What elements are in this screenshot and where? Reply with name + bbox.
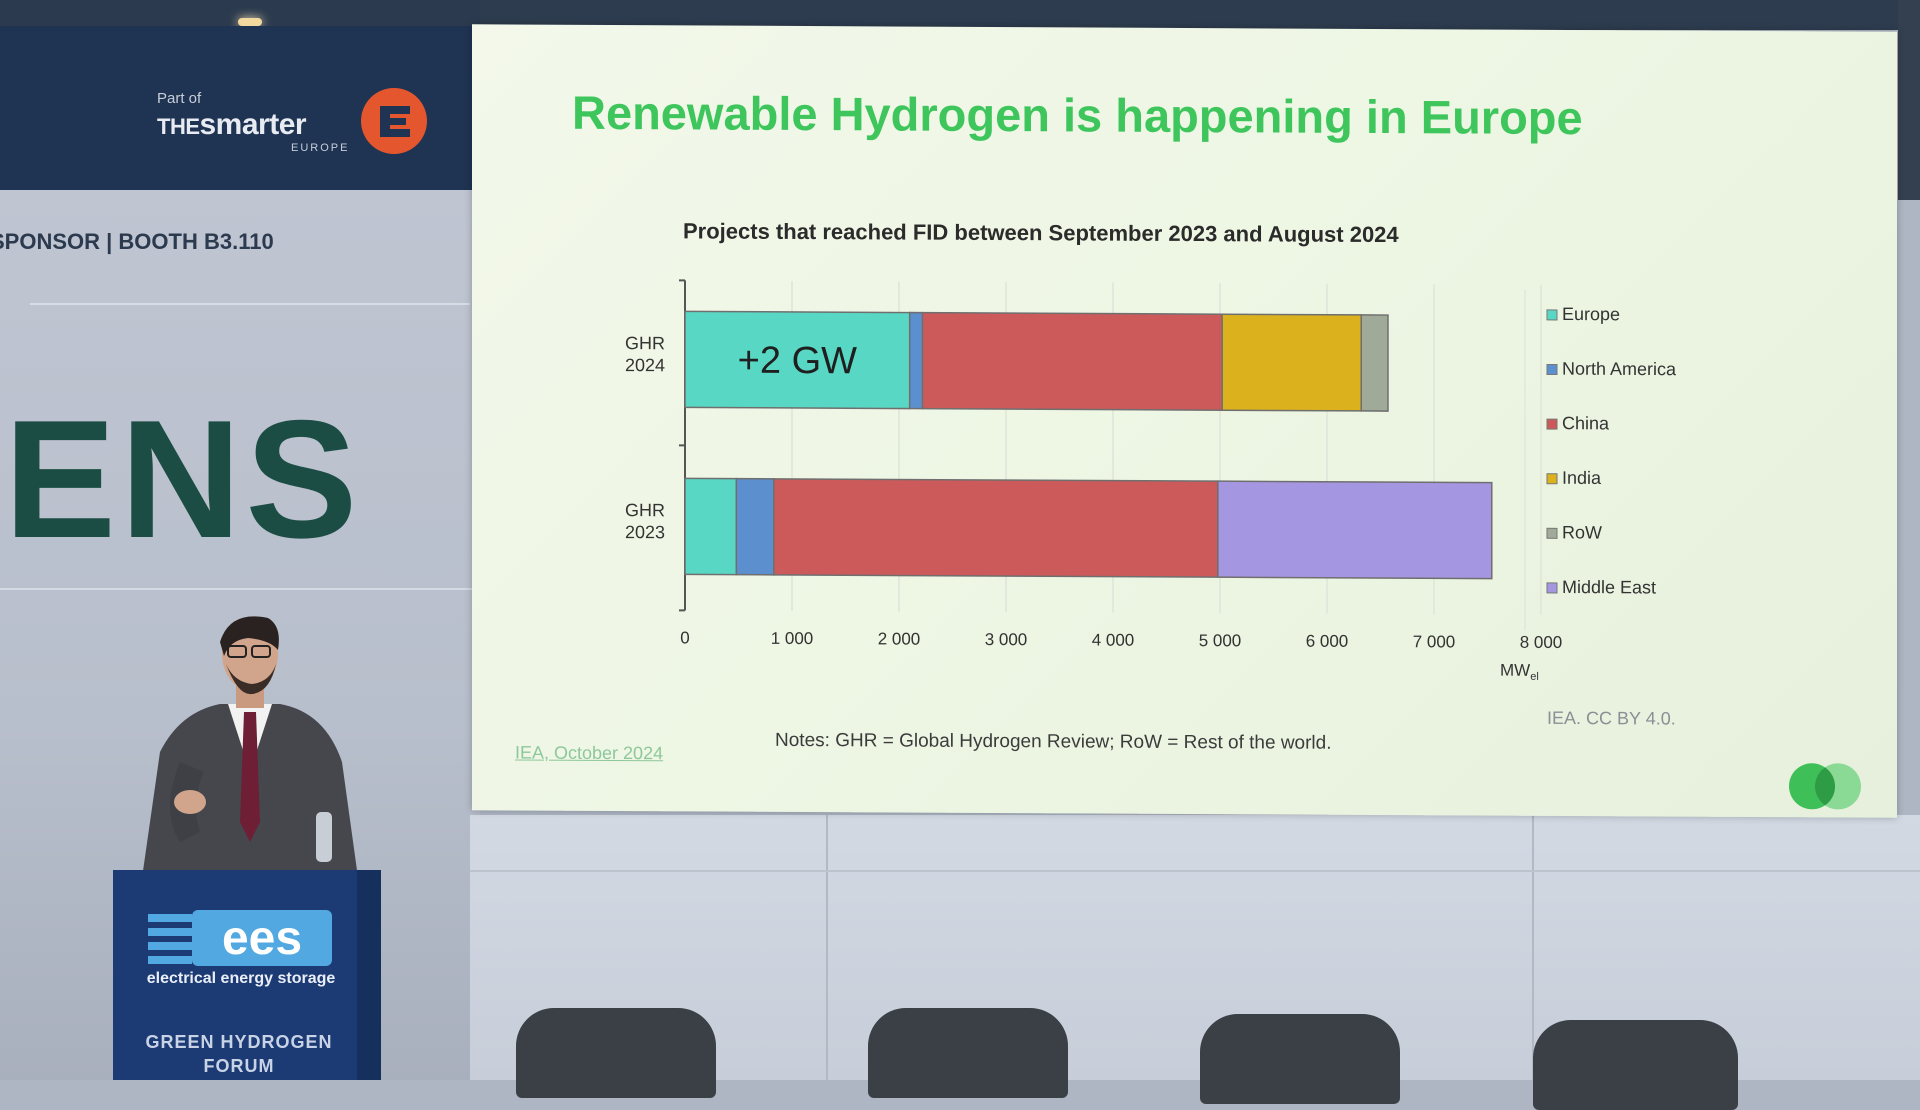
legend-label: Middle East (1562, 577, 1656, 597)
bar-north-america (736, 479, 773, 575)
legend-swatch (1547, 474, 1557, 484)
wordmark-region: EUROPE (291, 142, 349, 154)
panel-seam (826, 815, 828, 1080)
legend-label: India (1562, 468, 1602, 488)
legend-swatch (1547, 528, 1557, 538)
x-tick-label: 2 000 (878, 629, 921, 648)
legend-label: China (1562, 413, 1610, 433)
bar-north-america (910, 313, 923, 409)
chair (1533, 1020, 1738, 1110)
category-label: GHR (625, 333, 665, 353)
legend-label: North America (1562, 359, 1677, 380)
x-tick-label: 3 000 (985, 630, 1028, 649)
bar-china (923, 313, 1223, 411)
wordmark-smarter: smarter (200, 108, 307, 141)
category-label: 2023 (625, 522, 665, 542)
wall-divider (30, 303, 470, 305)
ceiling-light (238, 18, 262, 26)
forum-label: GREEN HYDROGEN FORUM (113, 1030, 365, 1078)
source-link[interactable]: IEA, October 2024 (515, 742, 663, 764)
category-label: GHR (625, 500, 665, 520)
forum-label-line1: GREEN HYDROGEN (113, 1030, 365, 1054)
ees-logo: ees (148, 908, 332, 968)
x-tick-label: 7 000 (1413, 632, 1456, 651)
x-tick-label: 0 (680, 628, 689, 647)
projected-slide: Renewable Hydrogen is happening in Europ… (472, 24, 1897, 817)
wall-divider (0, 588, 480, 590)
chair (1200, 1014, 1400, 1104)
forum-label-line2: FORUM (113, 1054, 365, 1078)
ees-caption: electrical energy storage (136, 970, 346, 988)
x-tick-label: 1 000 (771, 629, 814, 648)
legend-swatch (1547, 364, 1557, 374)
smarter-europe-wordmark: THEsmarter (157, 108, 306, 142)
license-credit: IEA. CC BY 4.0. (1547, 708, 1676, 730)
stage-pillar (1898, 0, 1920, 200)
chair (516, 1008, 716, 1098)
ees-logo-text: ees (222, 912, 302, 965)
smarter-e-logo (358, 86, 430, 156)
legend-label: Europe (1562, 304, 1620, 324)
sponsor-booth-text: SPONSOR | BOOTH B3.110 (0, 229, 274, 255)
chair (868, 1008, 1068, 1098)
bar-europe (685, 478, 736, 574)
bar-middle-east (1218, 481, 1492, 578)
bar-india (1222, 314, 1361, 411)
chart-notes: Notes: GHR = Global Hydrogen Review; RoW… (775, 730, 1332, 755)
category-label: 2024 (625, 355, 665, 375)
legend-swatch (1547, 419, 1557, 429)
panel-seam (1532, 815, 1534, 1080)
x-axis-label-subscript: el (1530, 671, 1539, 683)
iea-logo (1785, 759, 1875, 813)
x-axis-label: MWel (1500, 661, 1539, 683)
legend-swatch (1547, 310, 1557, 320)
bar-annotation: +2 GW (738, 340, 857, 383)
x-tick-label: 6 000 (1306, 632, 1349, 651)
legend-swatch (1547, 583, 1557, 593)
panel-line (470, 870, 1920, 872)
wordmark-the: THE (157, 114, 200, 139)
legend-label: RoW (1562, 522, 1602, 542)
bar-row (1361, 315, 1388, 411)
part-of-label: Part of (157, 90, 201, 107)
x-tick-label: 5 000 (1199, 631, 1242, 650)
x-tick-label: 8 000 (1520, 633, 1563, 652)
x-tick-label: 4 000 (1092, 631, 1135, 650)
sponsor-wall-lettering: ENS (4, 395, 361, 563)
bar-china (774, 479, 1218, 577)
presenter (120, 612, 380, 892)
